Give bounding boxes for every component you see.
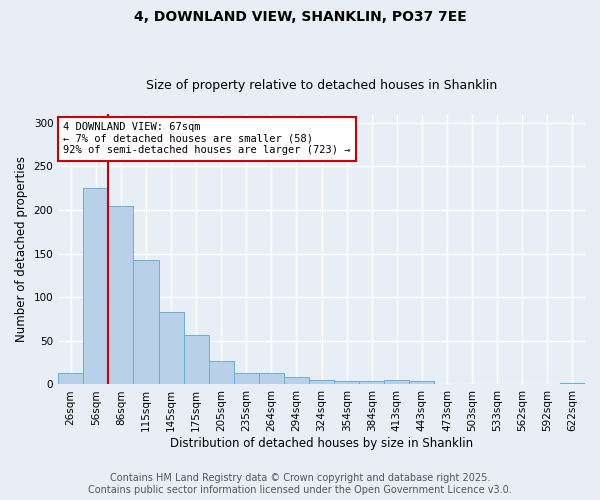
Bar: [309, 380, 334, 384]
Text: 4, DOWNLAND VIEW, SHANKLIN, PO37 7EE: 4, DOWNLAND VIEW, SHANKLIN, PO37 7EE: [134, 10, 466, 24]
Bar: [334, 381, 359, 384]
Bar: [284, 376, 309, 384]
Bar: [133, 260, 158, 384]
Bar: [359, 381, 385, 384]
Bar: [409, 381, 434, 384]
Bar: [560, 382, 585, 384]
Y-axis label: Number of detached properties: Number of detached properties: [15, 156, 28, 342]
Bar: [209, 361, 234, 384]
Bar: [158, 312, 184, 384]
X-axis label: Distribution of detached houses by size in Shanklin: Distribution of detached houses by size …: [170, 437, 473, 450]
Bar: [58, 373, 83, 384]
Bar: [385, 380, 409, 384]
Title: Size of property relative to detached houses in Shanklin: Size of property relative to detached ho…: [146, 79, 497, 92]
Text: 4 DOWNLAND VIEW: 67sqm
← 7% of detached houses are smaller (58)
92% of semi-deta: 4 DOWNLAND VIEW: 67sqm ← 7% of detached …: [64, 122, 351, 156]
Bar: [234, 373, 259, 384]
Text: Contains HM Land Registry data © Crown copyright and database right 2025.
Contai: Contains HM Land Registry data © Crown c…: [88, 474, 512, 495]
Bar: [184, 334, 209, 384]
Bar: [259, 373, 284, 384]
Bar: [83, 188, 109, 384]
Bar: [109, 206, 133, 384]
